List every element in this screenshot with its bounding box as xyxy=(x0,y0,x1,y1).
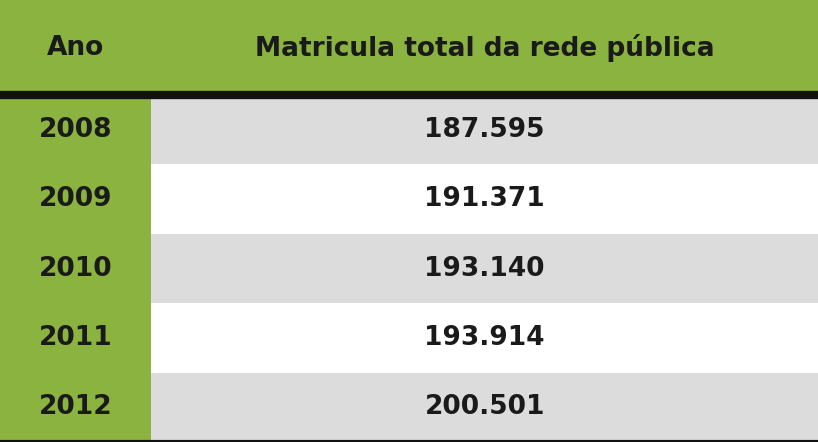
Bar xyxy=(151,95,818,164)
Bar xyxy=(0,303,151,373)
Text: Matricula total da rede pública: Matricula total da rede pública xyxy=(255,34,714,61)
Text: 187.595: 187.595 xyxy=(425,117,545,143)
Text: 2009: 2009 xyxy=(39,186,112,212)
Text: 2010: 2010 xyxy=(38,255,113,282)
Text: 191.371: 191.371 xyxy=(425,186,545,212)
Bar xyxy=(0,95,151,164)
Text: 193.914: 193.914 xyxy=(425,325,545,351)
Bar xyxy=(151,234,818,303)
Bar xyxy=(0,373,151,442)
Bar xyxy=(151,164,818,234)
Bar xyxy=(151,303,818,373)
Bar xyxy=(151,373,818,442)
Text: 2012: 2012 xyxy=(38,394,113,420)
Text: 2011: 2011 xyxy=(38,325,113,351)
Text: 200.501: 200.501 xyxy=(425,394,545,420)
Bar xyxy=(0,234,151,303)
Bar xyxy=(0,164,151,234)
Text: 2008: 2008 xyxy=(39,117,112,143)
Text: Ano: Ano xyxy=(47,34,104,61)
Text: 193.140: 193.140 xyxy=(425,255,545,282)
